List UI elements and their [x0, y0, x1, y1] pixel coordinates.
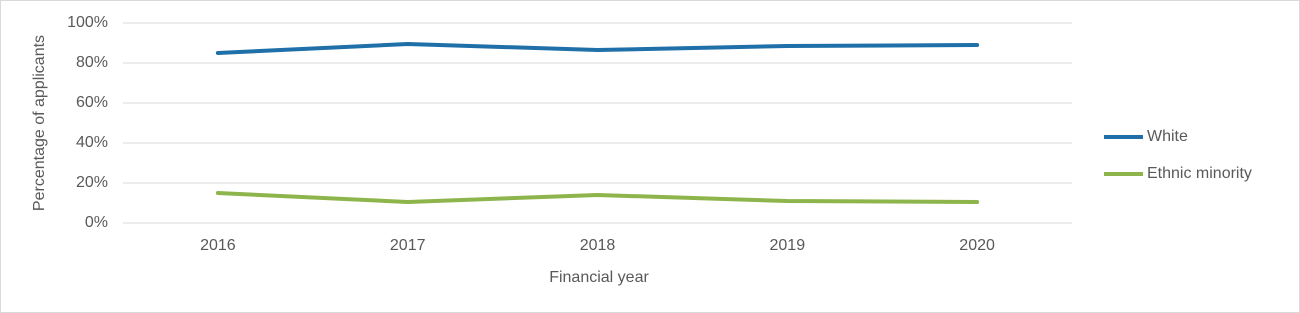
x-tick-label: 2020: [959, 237, 995, 254]
x-tick-label: 2016: [200, 237, 236, 254]
legend-label: White: [1147, 128, 1188, 145]
x-tick-label: 2019: [770, 237, 806, 254]
line: [215, 42, 980, 55]
y-tick-label: 80%: [76, 54, 108, 71]
y-axis-label: Percentage of applicants: [31, 35, 48, 211]
x-axis-label: Financial year: [549, 269, 649, 286]
y-tick-label: 0%: [85, 214, 108, 231]
legend-label: Ethnic minority: [1147, 165, 1252, 182]
y-tick-label: 100%: [67, 14, 108, 31]
line: [215, 191, 980, 204]
x-tick-label: 2018: [580, 237, 616, 254]
y-tick-label: 60%: [76, 94, 108, 111]
x-tick-label: 2017: [390, 237, 426, 254]
y-tick-label: 20%: [76, 174, 108, 191]
y-tick-label: 40%: [76, 134, 108, 151]
